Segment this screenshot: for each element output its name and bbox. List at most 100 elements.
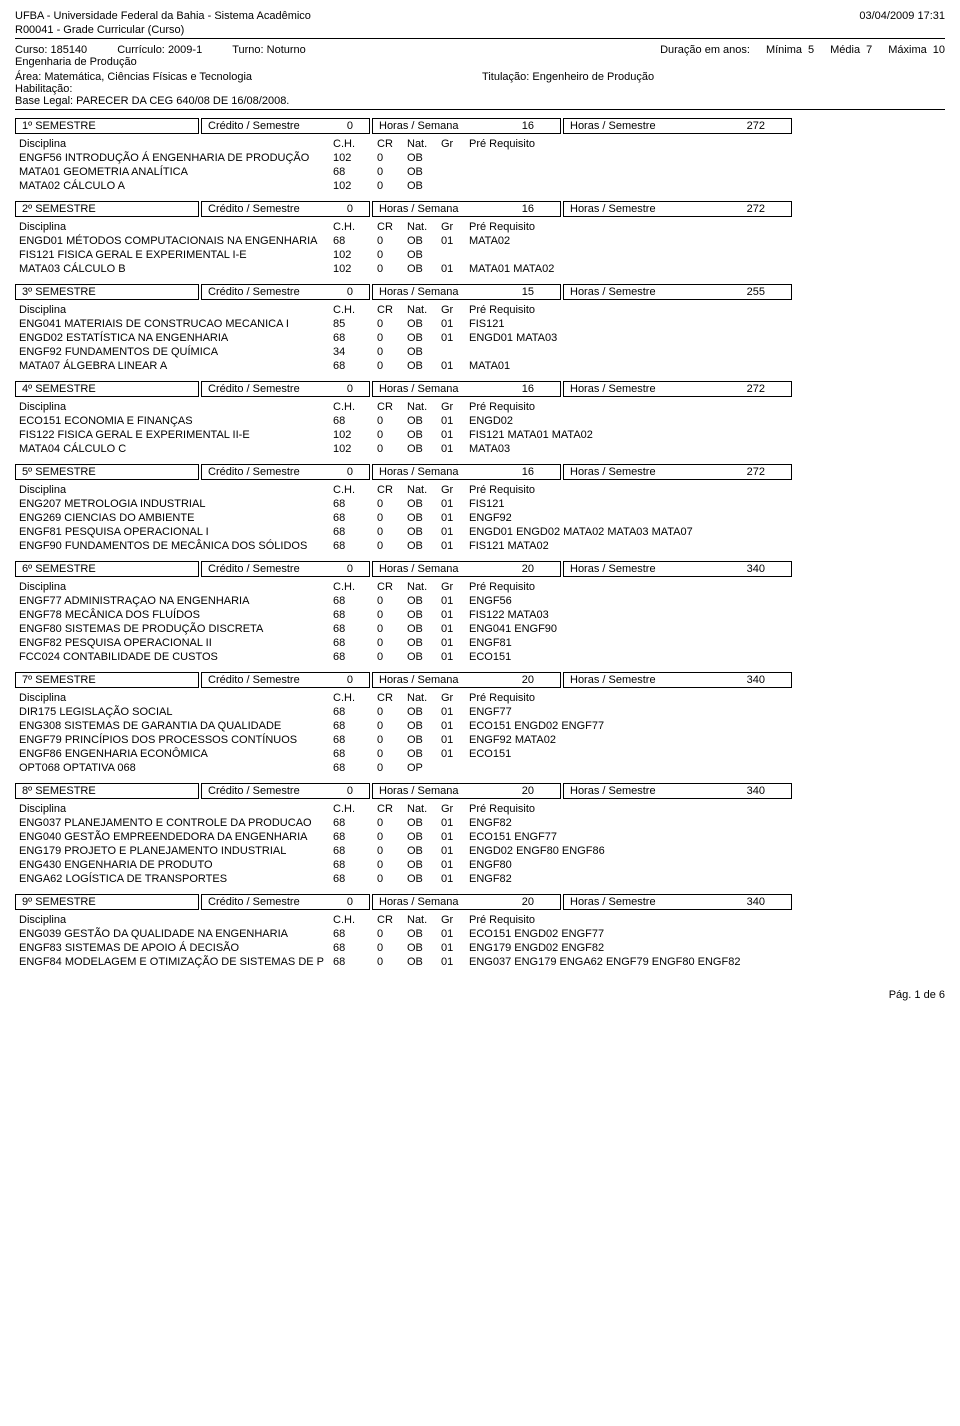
ch-cell: 102 (333, 249, 373, 261)
cr-cell: 0 (377, 263, 403, 275)
table-row: FIS122 FISICA GERAL E EXPERIMENTAL II-E1… (15, 428, 945, 442)
prereq-cell: FIS121 (469, 498, 945, 510)
semestre-box: Horas / Semestre340 (563, 894, 792, 910)
semestre-box: Horas / Semestre340 (563, 783, 792, 799)
nat-cell: OB (407, 831, 437, 843)
column-header: DisciplinaC.H.CRNat.GrPré Requisito (15, 137, 945, 151)
cr-cell: 0 (377, 166, 403, 178)
semester-title: 5º SEMESTRE (15, 464, 199, 480)
gr-cell: 01 (441, 637, 465, 649)
credit-box: Crédito / Semestre0 (201, 561, 370, 577)
prereq-cell: FIS121 (469, 318, 945, 330)
column-header: DisciplinaC.H.CRNat.GrPré Requisito (15, 303, 945, 317)
semester-bar: 6º SEMESTRECrédito / Semestre0Horas / Se… (15, 561, 945, 577)
prereq-cell (469, 249, 945, 261)
semestre-box: Horas / Semestre255 (563, 284, 792, 300)
semana-box: Horas / Semana16 (372, 201, 561, 217)
ch-cell: 68 (333, 748, 373, 760)
nat-cell: OB (407, 249, 437, 261)
discipline-cell: ENGF56 INTRODUÇÃO Á ENGENHARIA DE PRODUÇ… (19, 152, 329, 164)
table-row: FIS121 FISICA GERAL E EXPERIMENTAL I-E10… (15, 248, 945, 262)
course-name: Engenharia de Produção (15, 56, 945, 68)
prereq-cell: ENGF92 MATA02 (469, 734, 945, 746)
ch-cell: 68 (333, 526, 373, 538)
nat-cell: OB (407, 651, 437, 663)
cr-cell: 0 (377, 249, 403, 261)
cr-cell: 0 (377, 706, 403, 718)
prereq-cell: ECO151 (469, 651, 945, 663)
table-row: ENGF90 FUNDAMENTOS DE MECÂNICA DOS SÓLID… (15, 539, 945, 553)
semester-bar: 7º SEMESTRECrédito / Semestre0Horas / Se… (15, 672, 945, 688)
cr-cell: 0 (377, 873, 403, 885)
semester-bar: 8º SEMESTRECrédito / Semestre0Horas / Se… (15, 783, 945, 799)
semana-box: Horas / Semana15 (372, 284, 561, 300)
column-header: DisciplinaC.H.CRNat.GrPré Requisito (15, 691, 945, 705)
nat-cell: OB (407, 706, 437, 718)
cr-cell: 0 (377, 956, 403, 968)
credit-box: Crédito / Semestre0 (201, 783, 370, 799)
gr-cell (441, 180, 465, 192)
table-row: ENGD01 MÉTODOS COMPUTACIONAIS NA ENGENHA… (15, 234, 945, 248)
ch-cell: 68 (333, 332, 373, 344)
prereq-cell: FIS121 MATA02 (469, 540, 945, 552)
semester-title: 9º SEMESTRE (15, 894, 199, 910)
gr-cell: 01 (441, 443, 465, 455)
ch-cell: 68 (333, 817, 373, 829)
table-row: ENGF78 MECÂNICA DOS FLUÍDOS680OB01FIS122… (15, 608, 945, 622)
habilitacao: Habilitação: (15, 83, 945, 95)
prereq-cell: ENGF82 (469, 817, 945, 829)
credit-box: Crédito / Semestre0 (201, 118, 370, 134)
gr-cell: 01 (441, 956, 465, 968)
nat-cell: OB (407, 512, 437, 524)
gr-cell: 01 (441, 651, 465, 663)
ch-cell: 68 (333, 512, 373, 524)
table-row: ENGF92 FUNDAMENTOS DE QUÍMICA340OB (15, 345, 945, 359)
discipline-cell: ENGF86 ENGENHARIA ECONÔMICA (19, 748, 329, 760)
nat-cell: OB (407, 415, 437, 427)
nat-cell: OB (407, 498, 437, 510)
discipline-cell: ECO151 ECONOMIA E FINANÇAS (19, 415, 329, 427)
table-row: ENGF83 SISTEMAS DE APOIO Á DECISÃO680OB0… (15, 941, 945, 955)
semester-bar: 5º SEMESTRECrédito / Semestre0Horas / Se… (15, 464, 945, 480)
discipline-cell: ENGF80 SISTEMAS DE PRODUÇÃO DISCRETA (19, 623, 329, 635)
table-row: ENGF56 INTRODUÇÃO Á ENGENHARIA DE PRODUÇ… (15, 151, 945, 165)
table-row: OPT068 OPTATIVA 068680OP (15, 761, 945, 775)
discipline-cell: DIR175 LEGISLAÇÃO SOCIAL (19, 706, 329, 718)
column-header: DisciplinaC.H.CRNat.GrPré Requisito (15, 802, 945, 816)
table-row: ENGF77 ADMINISTRAÇAO NA ENGENHARIA680OB0… (15, 594, 945, 608)
discipline-cell: ENGF77 ADMINISTRAÇAO NA ENGENHARIA (19, 595, 329, 607)
discipline-cell: ENGF79 PRINCÍPIOS DOS PROCESSOS CONTÍNUO… (19, 734, 329, 746)
cr-cell: 0 (377, 817, 403, 829)
ch-cell: 102 (333, 152, 373, 164)
cr-cell: 0 (377, 942, 403, 954)
prereq-cell: ECO151 ENGD02 ENGF77 (469, 928, 945, 940)
cr-cell: 0 (377, 235, 403, 247)
nat-cell: OB (407, 609, 437, 621)
table-row: MATA07 ÁLGEBRA LINEAR A680OB01MATA01 (15, 359, 945, 373)
ch-cell: 102 (333, 263, 373, 275)
cr-cell: 0 (377, 831, 403, 843)
gr-cell: 01 (441, 942, 465, 954)
prereq-cell: ENGF92 (469, 512, 945, 524)
ch-cell: 34 (333, 346, 373, 358)
gr-cell (441, 166, 465, 178)
discipline-cell: ENGF83 SISTEMAS DE APOIO Á DECISÃO (19, 942, 329, 954)
table-row: ENG179 PROJETO E PLANEJAMENTO INDUSTRIAL… (15, 844, 945, 858)
discipline-cell: ENG269 CIENCIAS DO AMBIENTE (19, 512, 329, 524)
semestre-box: Horas / Semestre272 (563, 118, 792, 134)
table-row: ENGF79 PRINCÍPIOS DOS PROCESSOS CONTÍNUO… (15, 733, 945, 747)
nat-cell: OB (407, 180, 437, 192)
semester-title: 1º SEMESTRE (15, 118, 199, 134)
institution-title: UFBA - Universidade Federal da Bahia - S… (15, 10, 311, 22)
discipline-cell: ENG040 GESTÃO EMPREENDEDORA DA ENGENHARI… (19, 831, 329, 843)
duration: Duração em anos: Mínima 5 Média 7 Máxima… (660, 44, 945, 56)
table-row: ENG430 ENGENHARIA DE PRODUTO680OB01ENGF8… (15, 858, 945, 872)
nat-cell: OB (407, 817, 437, 829)
ch-cell: 68 (333, 942, 373, 954)
gr-cell: 01 (441, 429, 465, 441)
ch-cell: 68 (333, 166, 373, 178)
prereq-cell: MATA03 (469, 443, 945, 455)
nat-cell: OB (407, 346, 437, 358)
table-row: ENGF84 MODELAGEM E OTIMIZAÇÃO DE SISTEMA… (15, 955, 945, 969)
semana-box: Horas / Semana16 (372, 381, 561, 397)
